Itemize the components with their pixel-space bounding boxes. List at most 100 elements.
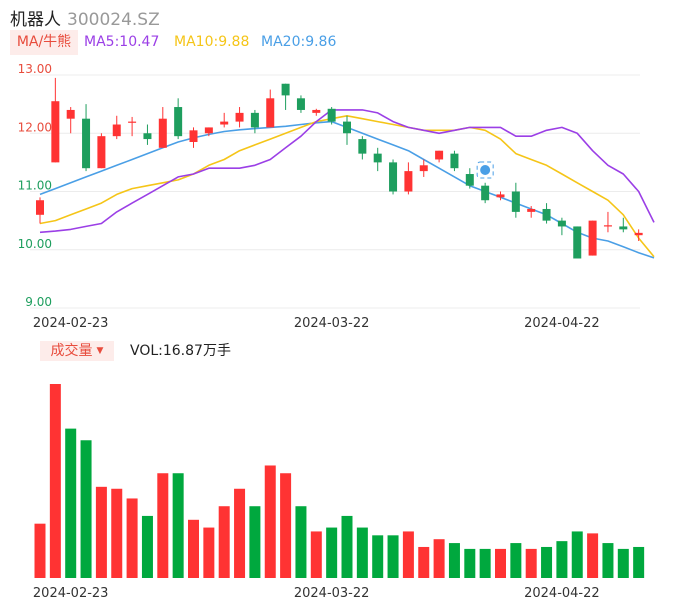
volume-bar xyxy=(65,428,77,578)
candle xyxy=(419,159,428,177)
candle-body xyxy=(143,133,152,140)
volume-bar xyxy=(510,543,522,578)
price-y-tick-label: 9.00 xyxy=(25,295,52,309)
candle-body xyxy=(36,200,44,215)
candle-body xyxy=(343,121,351,134)
event-marker-dot xyxy=(480,165,491,175)
ma5-value: MA5:10.47 xyxy=(84,34,160,50)
stock-name: 机器人 xyxy=(10,10,61,30)
volume-bar xyxy=(234,488,246,578)
candle-body xyxy=(235,112,244,122)
candle xyxy=(235,107,244,128)
candle-body xyxy=(281,83,290,96)
candle-body xyxy=(619,226,628,230)
volume-x-tick-label: 2024-03-22 xyxy=(294,586,370,601)
dropdown-arrow-icon: ▼ xyxy=(96,346,104,356)
candle xyxy=(296,95,305,113)
candle-body xyxy=(542,208,551,221)
candle-body xyxy=(557,220,566,227)
volume-indicator-label: 成交量 xyxy=(50,343,93,359)
volume-bar xyxy=(571,531,583,578)
volume-bar xyxy=(249,506,261,578)
volume-chart[interactable]: 2024-02-23 2024-03-22 2024-04-22 xyxy=(0,366,686,606)
stock-title: 机器人 300024.SZ xyxy=(10,5,160,30)
price-chart[interactable]: 13.00 12.00 11.00 10.00 9.00 2024-02-23 2024-0… xyxy=(0,0,686,340)
volume-value: VOL:16.87万手 xyxy=(130,343,231,359)
price-y-tick-label: 12.00 xyxy=(18,120,52,134)
candle-body xyxy=(419,165,428,172)
volume-bar xyxy=(587,533,599,578)
volume-x-tick-label: 2024-04-22 xyxy=(524,586,600,601)
candle-body xyxy=(97,136,106,169)
volume-bar xyxy=(141,515,153,578)
volume-bar xyxy=(218,506,230,578)
volume-bar xyxy=(95,486,107,578)
candle-body xyxy=(404,171,413,192)
candle xyxy=(143,124,152,145)
ma-type-button[interactable]: MA/牛熊 xyxy=(10,30,78,55)
volume-bar xyxy=(310,531,322,578)
volume-bar xyxy=(49,384,61,578)
candle xyxy=(511,182,520,218)
candle-body xyxy=(174,107,183,137)
candle-body xyxy=(66,109,75,119)
candle xyxy=(158,107,167,148)
volume-bar xyxy=(126,498,138,578)
volume-bar xyxy=(172,473,184,578)
volume-bar xyxy=(80,440,92,578)
candle-body xyxy=(435,150,444,160)
candle-body xyxy=(603,225,612,227)
candle-body xyxy=(588,220,597,256)
candle xyxy=(435,150,444,163)
price-y-tick-label: 10.00 xyxy=(18,237,52,251)
candle xyxy=(128,116,137,137)
volume-x-tick-label: 2024-02-23 xyxy=(33,586,109,601)
volume-bar xyxy=(111,488,123,578)
candle-body xyxy=(450,153,459,169)
candle xyxy=(634,229,643,242)
volume-indicator-dropdown[interactable]: 成交量 ▼ xyxy=(40,341,114,361)
volume-bar xyxy=(479,548,491,578)
candle-body xyxy=(634,232,643,236)
candle-body xyxy=(527,208,536,212)
volume-bar xyxy=(356,527,368,578)
candle xyxy=(404,162,413,195)
price-x-tick-label: 2024-03-22 xyxy=(294,316,370,331)
candle xyxy=(542,203,551,224)
candle xyxy=(204,127,213,137)
candle-body xyxy=(82,118,91,169)
volume-bar xyxy=(633,546,645,578)
candle xyxy=(174,98,183,140)
candle xyxy=(496,191,505,201)
candle-body xyxy=(158,118,167,148)
candle xyxy=(358,136,367,160)
candle-body xyxy=(327,108,336,122)
candle xyxy=(97,133,106,169)
volume-bar xyxy=(525,548,537,578)
candle-body xyxy=(465,174,474,186)
volume-bar xyxy=(295,506,307,578)
candle-body xyxy=(312,109,321,113)
volume-bar xyxy=(326,527,338,578)
candle xyxy=(619,217,628,233)
volume-bar xyxy=(34,523,46,578)
candle-body xyxy=(220,121,229,125)
event-marker-icon xyxy=(476,161,494,179)
candle xyxy=(465,168,474,189)
volume-bar xyxy=(602,543,614,578)
candle-body xyxy=(481,185,490,201)
volume-bar xyxy=(264,465,276,578)
candle xyxy=(112,115,121,140)
candle-body xyxy=(250,112,259,128)
price-y-tick-label: 13.00 xyxy=(18,62,52,76)
volume-bar xyxy=(280,473,292,578)
candle xyxy=(36,197,44,224)
volume-bar xyxy=(157,473,169,578)
volume-bar xyxy=(203,527,215,578)
candle xyxy=(481,182,490,204)
candle xyxy=(312,108,321,116)
candle-body xyxy=(112,124,121,137)
candle-body xyxy=(358,139,367,154)
volume-bar xyxy=(495,548,506,578)
candle xyxy=(527,206,536,218)
